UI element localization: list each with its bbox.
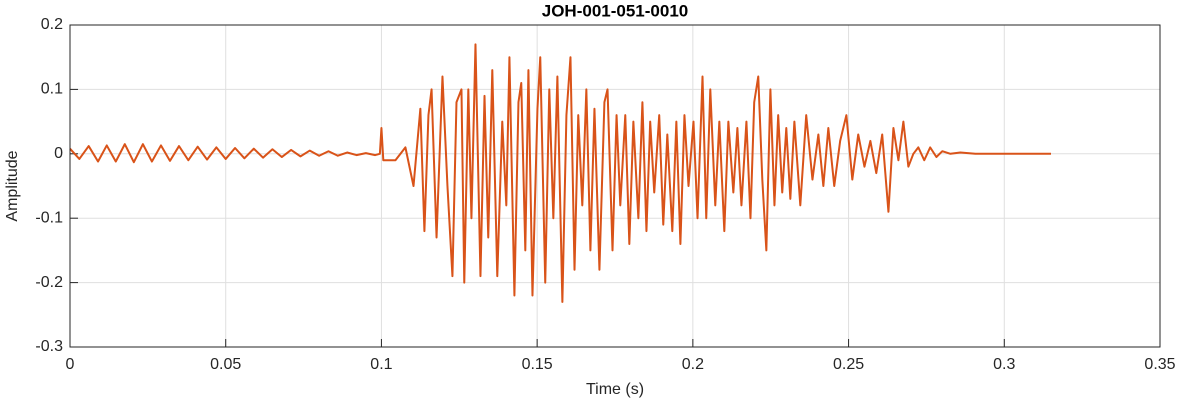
- x-tick-label: 0.05: [210, 356, 241, 373]
- y-tick-label: 0.2: [41, 16, 63, 33]
- y-tick-label: 0: [54, 145, 63, 162]
- x-tick-label: 0.15: [522, 356, 553, 373]
- y-tick-label: 0.1: [41, 81, 63, 98]
- x-tick-label: 0.25: [833, 356, 864, 373]
- x-tick-label: 0.2: [682, 356, 704, 373]
- y-tick-label: -0.1: [35, 209, 63, 226]
- x-tick-label: 0.3: [993, 356, 1015, 373]
- x-axis-label: Time (s): [586, 381, 644, 398]
- plot-frame: [69, 24, 1161, 348]
- x-tick-label: 0: [66, 356, 75, 373]
- y-axis-label: Amplitude: [4, 150, 21, 221]
- y-tick-label: -0.3: [35, 338, 63, 355]
- y-tick-label: -0.2: [35, 274, 63, 291]
- waveform-line: [69, 43, 1051, 303]
- chart-title: JOH-001-051-0010: [542, 1, 688, 20]
- x-tick-label: 0.35: [1144, 356, 1175, 373]
- x-tick-label: 0.1: [370, 356, 392, 373]
